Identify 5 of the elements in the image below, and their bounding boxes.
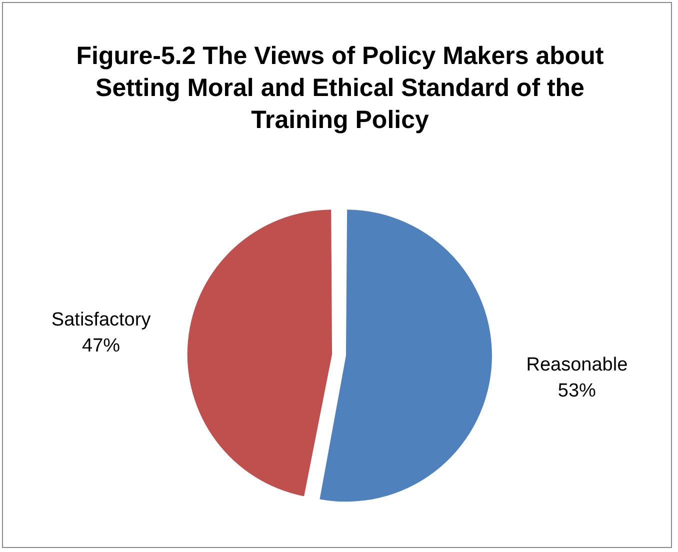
slice-label: Satisfactory [51,310,152,331]
data-label: 53% [558,380,596,402]
data-label: 47% [82,336,120,357]
slice-label: Reasonable [526,354,628,376]
chart-title: Figure-5.2 The Views of Policy Makers about Setting Moral and Ethical Standard of the Training Policy [75,41,605,136]
